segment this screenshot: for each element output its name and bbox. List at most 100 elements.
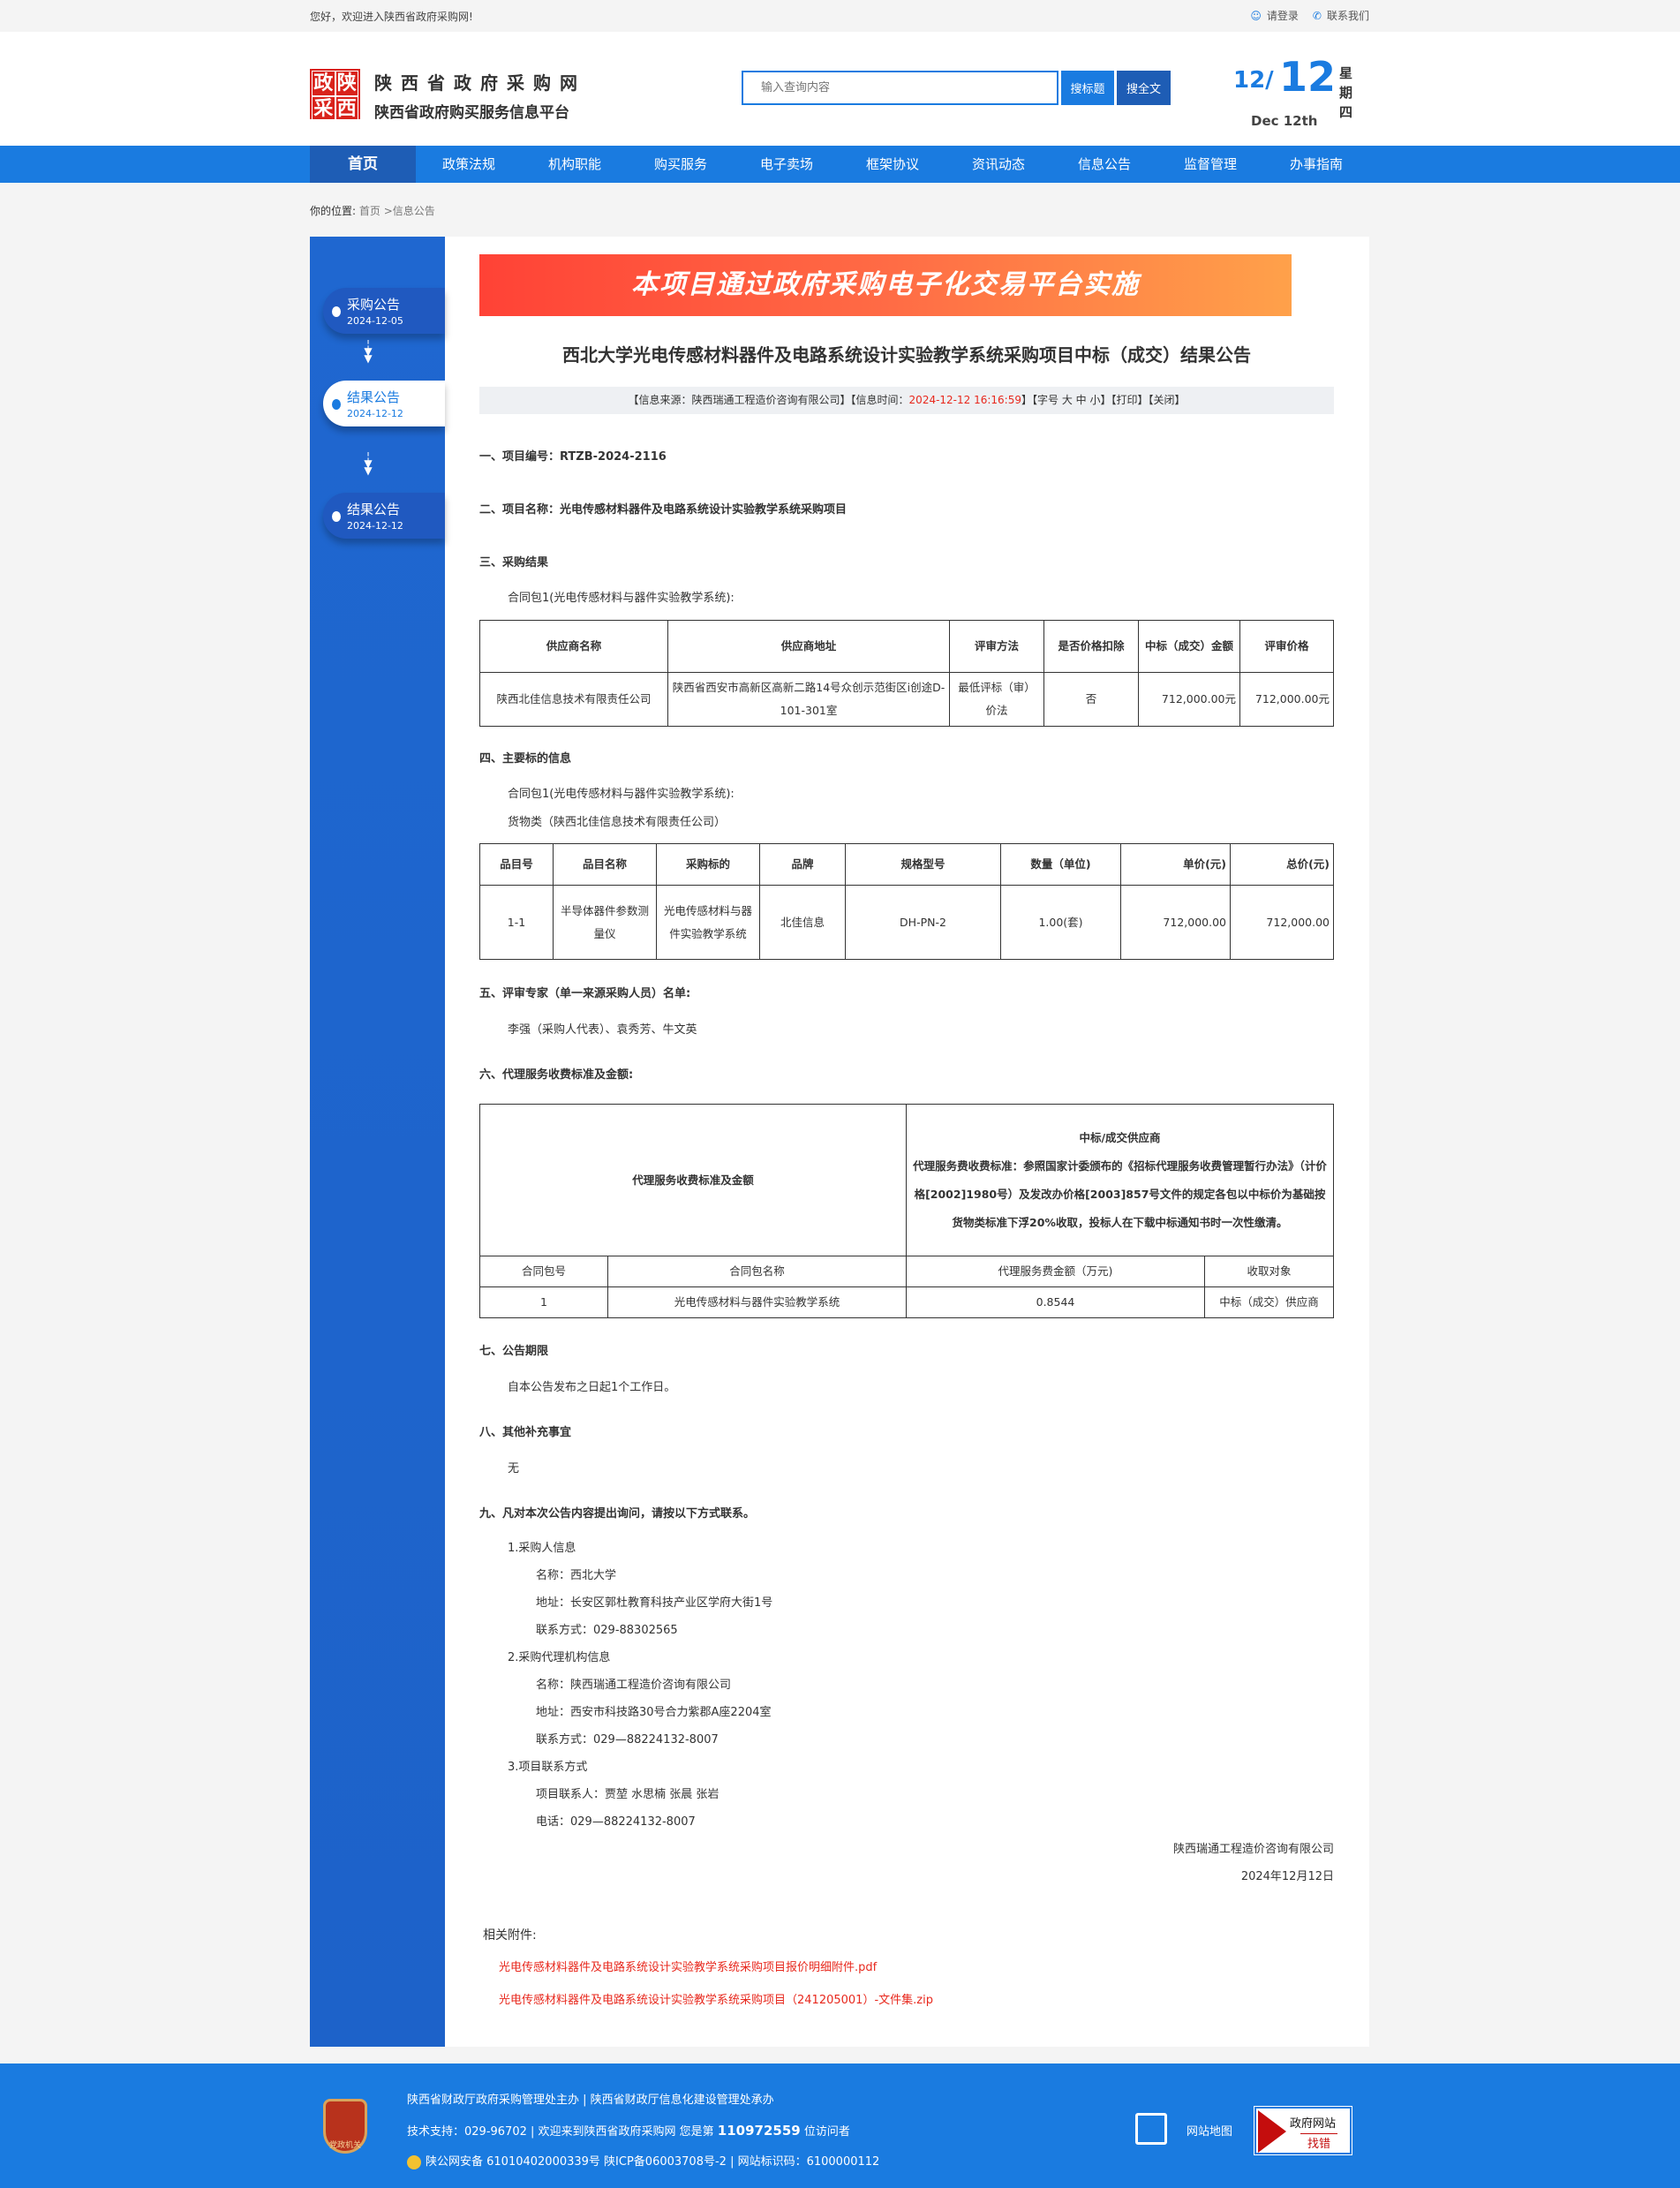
nav-item[interactable]: 办事指南 — [1289, 156, 1343, 172]
info-time: 2024-12-12 16:16:59 — [908, 394, 1021, 406]
td: 北佳信息 — [759, 885, 846, 960]
td: 收取对象 — [1204, 1256, 1334, 1287]
contact-heading: 1.采购人信息 — [508, 1542, 576, 1555]
timeline-node-purchase[interactable]: 采购公告 2024-12-05 — [323, 288, 445, 334]
user-icon: ☺ — [1250, 9, 1262, 22]
info-source: 【信息来源：陕西瑞通工程造价咨询有限公司】【信息时间： — [628, 394, 909, 406]
td: DH-PN-2 — [845, 885, 1001, 960]
th: 代理服务收费标准及金额 — [479, 1104, 907, 1256]
footer-record: 陕公网安备 61010402000339号 陕ICP备06003708号-2 |… — [407, 2152, 879, 2169]
breadcrumb-current[interactable]: >信息公告 — [383, 205, 435, 217]
contact-label: 联系我们 — [1326, 10, 1369, 22]
fee-title: 中标/成交供应商 — [1079, 1130, 1161, 1144]
site-logo[interactable]: 政陕采西 — [310, 69, 360, 122]
nav-item[interactable]: 购买服务 — [653, 156, 707, 172]
breadcrumb-home[interactable]: 首页 — [358, 205, 380, 217]
th: 品牌 — [759, 843, 846, 886]
period-text: 自本公告发布之日起1个工作日。 — [508, 1381, 676, 1394]
search-input[interactable] — [742, 71, 1058, 105]
party-gov-badge-icon[interactable]: 党政机关 — [323, 2099, 367, 2154]
top-bar: 您好，欢迎进入陕西省政府采购网! ☺ 请登录 ✆ 联系我们 — [0, 0, 1680, 32]
weekday: 星期四 — [1339, 65, 1353, 120]
footer-organizers: 陕西省财政厅政府采购管理处主办 | 陕西省财政厅信息化建设管理处承办 — [407, 2094, 774, 2107]
logo-char: 政 — [312, 71, 335, 96]
nav-item[interactable]: 机构职能 — [547, 156, 601, 172]
section-2: 二、项目名称：光电传感材料器件及电路系统设计实验教学系统采购项目 — [479, 503, 848, 517]
record-text[interactable]: 陕公网安备 61010402000339号 陕ICP备06003708号-2 |… — [426, 2155, 880, 2169]
nav-item[interactable]: 资讯动态 — [971, 156, 1025, 172]
contact-line: 名称：西北大学 — [536, 1569, 617, 1582]
contact-line: 地址：西安市科技路30号合力紫郡A座2204室 — [536, 1706, 772, 1719]
td: 712,000.00 — [1120, 885, 1231, 960]
th: 是否价格扣除 — [1043, 620, 1139, 673]
info-tools[interactable]: 】【字号 大 中 小】【打印】【关闭】 — [1021, 394, 1186, 406]
th: 品目名称 — [553, 843, 657, 886]
node-title: 结果公告 — [347, 389, 401, 405]
platform-banner: 本项目通过政府采购电子化交易平台实施 — [479, 254, 1292, 316]
date-month: 12/ — [1233, 67, 1274, 94]
contact-heading: 3.项目联系方式 — [508, 1761, 588, 1774]
attachments-label: 相关附件: — [483, 1928, 537, 1943]
search-full-text-button[interactable]: 搜全文 — [1117, 71, 1171, 105]
support-suffix: 位访问者 — [800, 2125, 850, 2139]
td: 代理服务费金额（万元) — [906, 1256, 1205, 1287]
section-6: 六、代理服务收费标准及金额: — [479, 1068, 634, 1082]
nav-item[interactable]: 电子卖场 — [759, 156, 813, 172]
date-english: Dec 12th — [1251, 113, 1318, 129]
sitemap-icon[interactable] — [1135, 2113, 1167, 2145]
arrow-down-icon: ¦ ▼ ▼ — [364, 338, 373, 365]
logo-char: 采 — [312, 96, 335, 122]
nav-item[interactable]: 监督管理 — [1183, 156, 1237, 172]
support-text: 技术支持：029-96702 | 欢迎来到陕西省政府采购网 您是第 — [407, 2125, 718, 2139]
attachment-link-zip[interactable]: 光电传感材料器件及电路系统设计实验教学系统采购项目（241205001）-文件集… — [499, 1994, 933, 2007]
td: 712,000.00元 — [1138, 672, 1240, 727]
node-date: 2024-12-12 — [347, 408, 403, 419]
find-error-text: 政府网站 — [1290, 2117, 1337, 2131]
footer: 党政机关 陕西省财政厅政府采购管理处主办 | 陕西省财政厅信息化建设管理处承办 … — [0, 2064, 1680, 2188]
td: 光电传感材料与器件实验教学系统 — [656, 885, 760, 960]
welcome-text: 您好，欢迎进入陕西省政府采购网! — [310, 11, 473, 23]
node-date: 2024-12-05 — [347, 315, 403, 327]
section-1: 一、项目编号：RTZB-2024-2116 — [479, 450, 667, 464]
node-title: 采购公告 — [347, 297, 401, 313]
experts: 李强（采购人代表）、袁秀芳、牛文英 — [508, 1023, 697, 1037]
find-error-button[interactable]: 政府网站 找错 — [1254, 2106, 1352, 2155]
td: 陕西北佳信息技术有限责任公司 — [479, 672, 668, 727]
other-text: 无 — [508, 1462, 520, 1475]
timeline-node-result[interactable]: 结果公告 2024-12-12 — [323, 493, 445, 539]
section-3: 三、采购结果 — [479, 556, 549, 570]
nav-item[interactable]: 政策法规 — [441, 156, 495, 172]
td: 光电传感材料与器件实验教学系统 — [607, 1286, 907, 1318]
nav-item[interactable]: 首页 — [310, 146, 416, 183]
timeline-node-result-active[interactable]: 结果公告 2024-12-12 — [323, 381, 445, 426]
td: 否 — [1043, 672, 1139, 727]
sitemap-link[interactable]: 网站地图 — [1187, 2125, 1233, 2139]
section-9: 九、凡对本次公告内容提出询问，请按以下方式联系。 — [479, 1507, 756, 1520]
result-table: 供应商名称 供应商地址 评审方法 是否价格扣除 中标（成交）金额 评审价格 陕西北佳信息技… — [479, 620, 1334, 727]
th: 品目号 — [479, 843, 554, 886]
search-title-button[interactable]: 搜标题 — [1061, 71, 1114, 105]
nav-item[interactable]: 框架协议 — [865, 156, 919, 172]
info-bar: 【信息来源：陕西瑞通工程造价咨询有限公司】【信息时间：2024-12-12 16… — [479, 387, 1334, 414]
td: 最低评标（审）价法 — [949, 672, 1044, 727]
nav-item[interactable]: 信息公告 — [1077, 156, 1131, 172]
td: 0.8544 — [906, 1286, 1205, 1318]
date-day: 12 — [1279, 53, 1337, 101]
section-8: 八、其他补充事宜 — [479, 1426, 572, 1439]
main-panel: 采购公告 2024-12-05 ¦ ▼ ▼ 结果公告 2024-12-12 ¦ ▼ ▼ 结果… — [310, 237, 1369, 2047]
breadcrumb-label: 你的位置: — [310, 205, 357, 217]
signature-date: 2024年12月12日 — [1240, 1870, 1334, 1883]
contact-heading: 2.采购代理机构信息 — [508, 1651, 611, 1664]
td: 陕西省西安市高新区高新二路14号众创示范街区i创途D-101-301室 — [667, 672, 950, 727]
td: 中标（成交）供应商 — [1204, 1286, 1334, 1318]
contact-link[interactable]: ✆ 联系我们 — [1313, 8, 1369, 23]
th: 数量（单位) — [1000, 843, 1121, 886]
dot-icon — [332, 511, 341, 522]
dot-icon — [332, 306, 341, 317]
node-title: 结果公告 — [347, 502, 401, 517]
attachment-link-pdf[interactable]: 光电传感材料器件及电路系统设计实验教学系统采购项目报价明细附件.pdf — [499, 1961, 878, 1974]
login-link[interactable]: ☺ 请登录 — [1250, 8, 1299, 23]
contact-line: 地址：长安区郭杜教育科技产业区学府大街1号 — [536, 1596, 773, 1610]
logo-char: 西 — [335, 96, 358, 122]
